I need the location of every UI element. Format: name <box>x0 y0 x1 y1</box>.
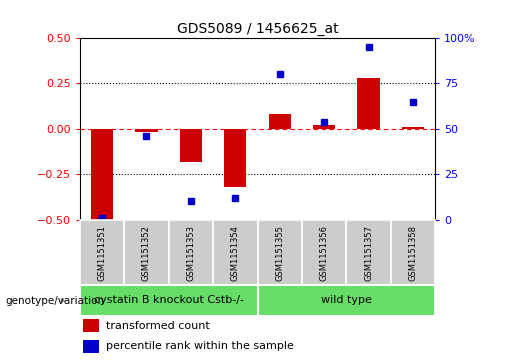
Bar <box>135 129 158 132</box>
Bar <box>302 220 346 285</box>
Bar <box>80 220 124 285</box>
Bar <box>83 319 99 333</box>
Bar <box>402 127 424 129</box>
Text: wild type: wild type <box>321 295 372 305</box>
Text: cystatin B knockout Cstb-/-: cystatin B knockout Cstb-/- <box>94 295 244 305</box>
Bar <box>258 220 302 285</box>
Bar <box>346 220 391 285</box>
Bar <box>124 220 169 285</box>
Bar <box>357 78 380 129</box>
Bar <box>224 129 246 187</box>
Bar <box>213 220 258 285</box>
Text: transformed count: transformed count <box>107 321 210 331</box>
Bar <box>258 285 435 316</box>
Bar <box>83 340 99 353</box>
Text: genotype/variation: genotype/variation <box>5 295 104 306</box>
Bar <box>91 129 113 220</box>
Polygon shape <box>61 298 66 303</box>
Text: GSM1151356: GSM1151356 <box>320 225 329 281</box>
Bar <box>180 129 202 162</box>
Bar <box>391 220 435 285</box>
Text: GSM1151358: GSM1151358 <box>408 225 418 281</box>
Bar <box>313 125 335 129</box>
Title: GDS5089 / 1456625_at: GDS5089 / 1456625_at <box>177 22 338 36</box>
Text: GSM1151357: GSM1151357 <box>364 225 373 281</box>
Text: GSM1151351: GSM1151351 <box>97 225 107 281</box>
Text: GSM1151354: GSM1151354 <box>231 225 240 281</box>
Text: GSM1151355: GSM1151355 <box>275 225 284 281</box>
Bar <box>169 220 213 285</box>
Bar <box>80 285 258 316</box>
Text: GSM1151353: GSM1151353 <box>186 225 195 281</box>
Bar <box>269 114 291 129</box>
Text: GSM1151352: GSM1151352 <box>142 225 151 281</box>
Text: percentile rank within the sample: percentile rank within the sample <box>107 341 295 351</box>
